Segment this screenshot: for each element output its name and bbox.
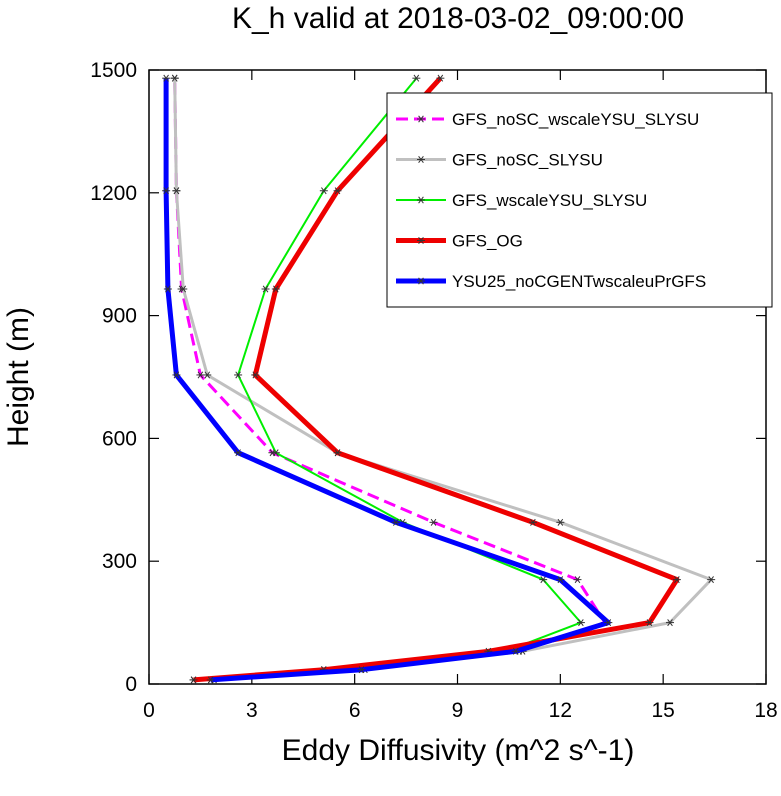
y-tick-label: 1200 — [90, 182, 137, 205]
data-point — [319, 187, 328, 195]
legend-item: GFS_OG — [396, 232, 523, 251]
data-point — [261, 285, 270, 293]
data-point — [429, 518, 438, 526]
y-axis-label: Height (m) — [2, 307, 35, 447]
series-layer — [162, 74, 716, 684]
data-point — [528, 518, 537, 526]
data-point — [179, 285, 188, 293]
data-point — [251, 371, 260, 379]
y-tick-label: 0 — [125, 673, 137, 696]
data-point — [163, 285, 172, 293]
data-point — [333, 449, 342, 457]
data-point — [666, 619, 675, 627]
data-point — [707, 576, 716, 584]
data-point — [576, 619, 585, 627]
x-tick-label: 3 — [246, 699, 258, 722]
y-tick-label: 300 — [102, 550, 137, 573]
data-point — [196, 371, 205, 379]
axis-ticks: 0 3 6 9 12 15 18 0 300 600 900 1200 1500 — [90, 59, 777, 722]
legend: GFS_noSC_wscaleYSU_SLYSU GFS_noSC_SLYSU GF… — [386, 92, 773, 308]
legend-label: GFS_noSC_SLYSU — [452, 151, 603, 170]
data-point — [271, 449, 280, 457]
data-point — [573, 576, 582, 584]
y-tick-label: 900 — [102, 305, 137, 328]
x-tick-label: 9 — [452, 699, 464, 722]
chart-title: K_h valid at 2018-03-02_09:00:00 — [232, 2, 684, 35]
data-point — [556, 518, 565, 526]
x-tick-label: 12 — [549, 699, 572, 722]
data-point — [511, 647, 520, 655]
data-point — [412, 74, 421, 82]
data-point — [172, 187, 181, 195]
x-tick-label: 0 — [143, 699, 155, 722]
data-point — [172, 371, 181, 379]
data-point — [391, 518, 400, 526]
data-point — [203, 371, 212, 379]
x-tick-label: 18 — [754, 699, 777, 722]
data-point — [170, 74, 179, 82]
legend-item: GFS_noSC_SLYSU — [396, 151, 603, 170]
data-point — [162, 187, 171, 195]
x-tick-label: 6 — [349, 699, 361, 722]
data-point — [271, 285, 280, 293]
legend-marker — [417, 277, 425, 285]
x-tick-label: 15 — [651, 699, 674, 722]
legend-marker — [417, 237, 425, 244]
data-point — [333, 187, 342, 195]
data-point — [645, 619, 654, 627]
data-point — [556, 576, 565, 584]
y-tick-label: 1500 — [90, 59, 137, 82]
legend-label: GFS_noSC_wscaleYSU_SLYSU — [452, 110, 699, 129]
data-point — [357, 666, 366, 674]
legend-label: GFS_wscaleYSU_SLYSU — [452, 191, 647, 210]
x-axis-label: Eddy Diffusivity (m^2 s^-1) — [282, 734, 635, 767]
legend-box — [386, 92, 773, 308]
y-tick-label: 600 — [102, 427, 137, 450]
data-point — [206, 676, 215, 684]
data-point — [436, 74, 445, 82]
legend-marker — [417, 196, 425, 204]
legend-marker — [417, 115, 425, 123]
legend-item: GFS_noSC_wscaleYSU_SLYSU — [396, 110, 699, 129]
legend-label: GFS_OG — [452, 232, 523, 251]
legend-item: GFS_wscaleYSU_SLYSU — [396, 191, 647, 210]
data-point — [604, 619, 613, 627]
data-point — [234, 371, 243, 379]
data-point — [189, 676, 198, 684]
data-point — [672, 576, 681, 584]
data-point — [539, 576, 548, 584]
legend-item: YSU25_noCGENTwscaleuPrGFS — [396, 272, 706, 291]
legend-label: YSU25_noCGENTwscaleuPrGFS — [452, 272, 706, 291]
data-point — [162, 74, 171, 82]
data-point — [234, 449, 243, 457]
legend-marker — [417, 156, 425, 163]
